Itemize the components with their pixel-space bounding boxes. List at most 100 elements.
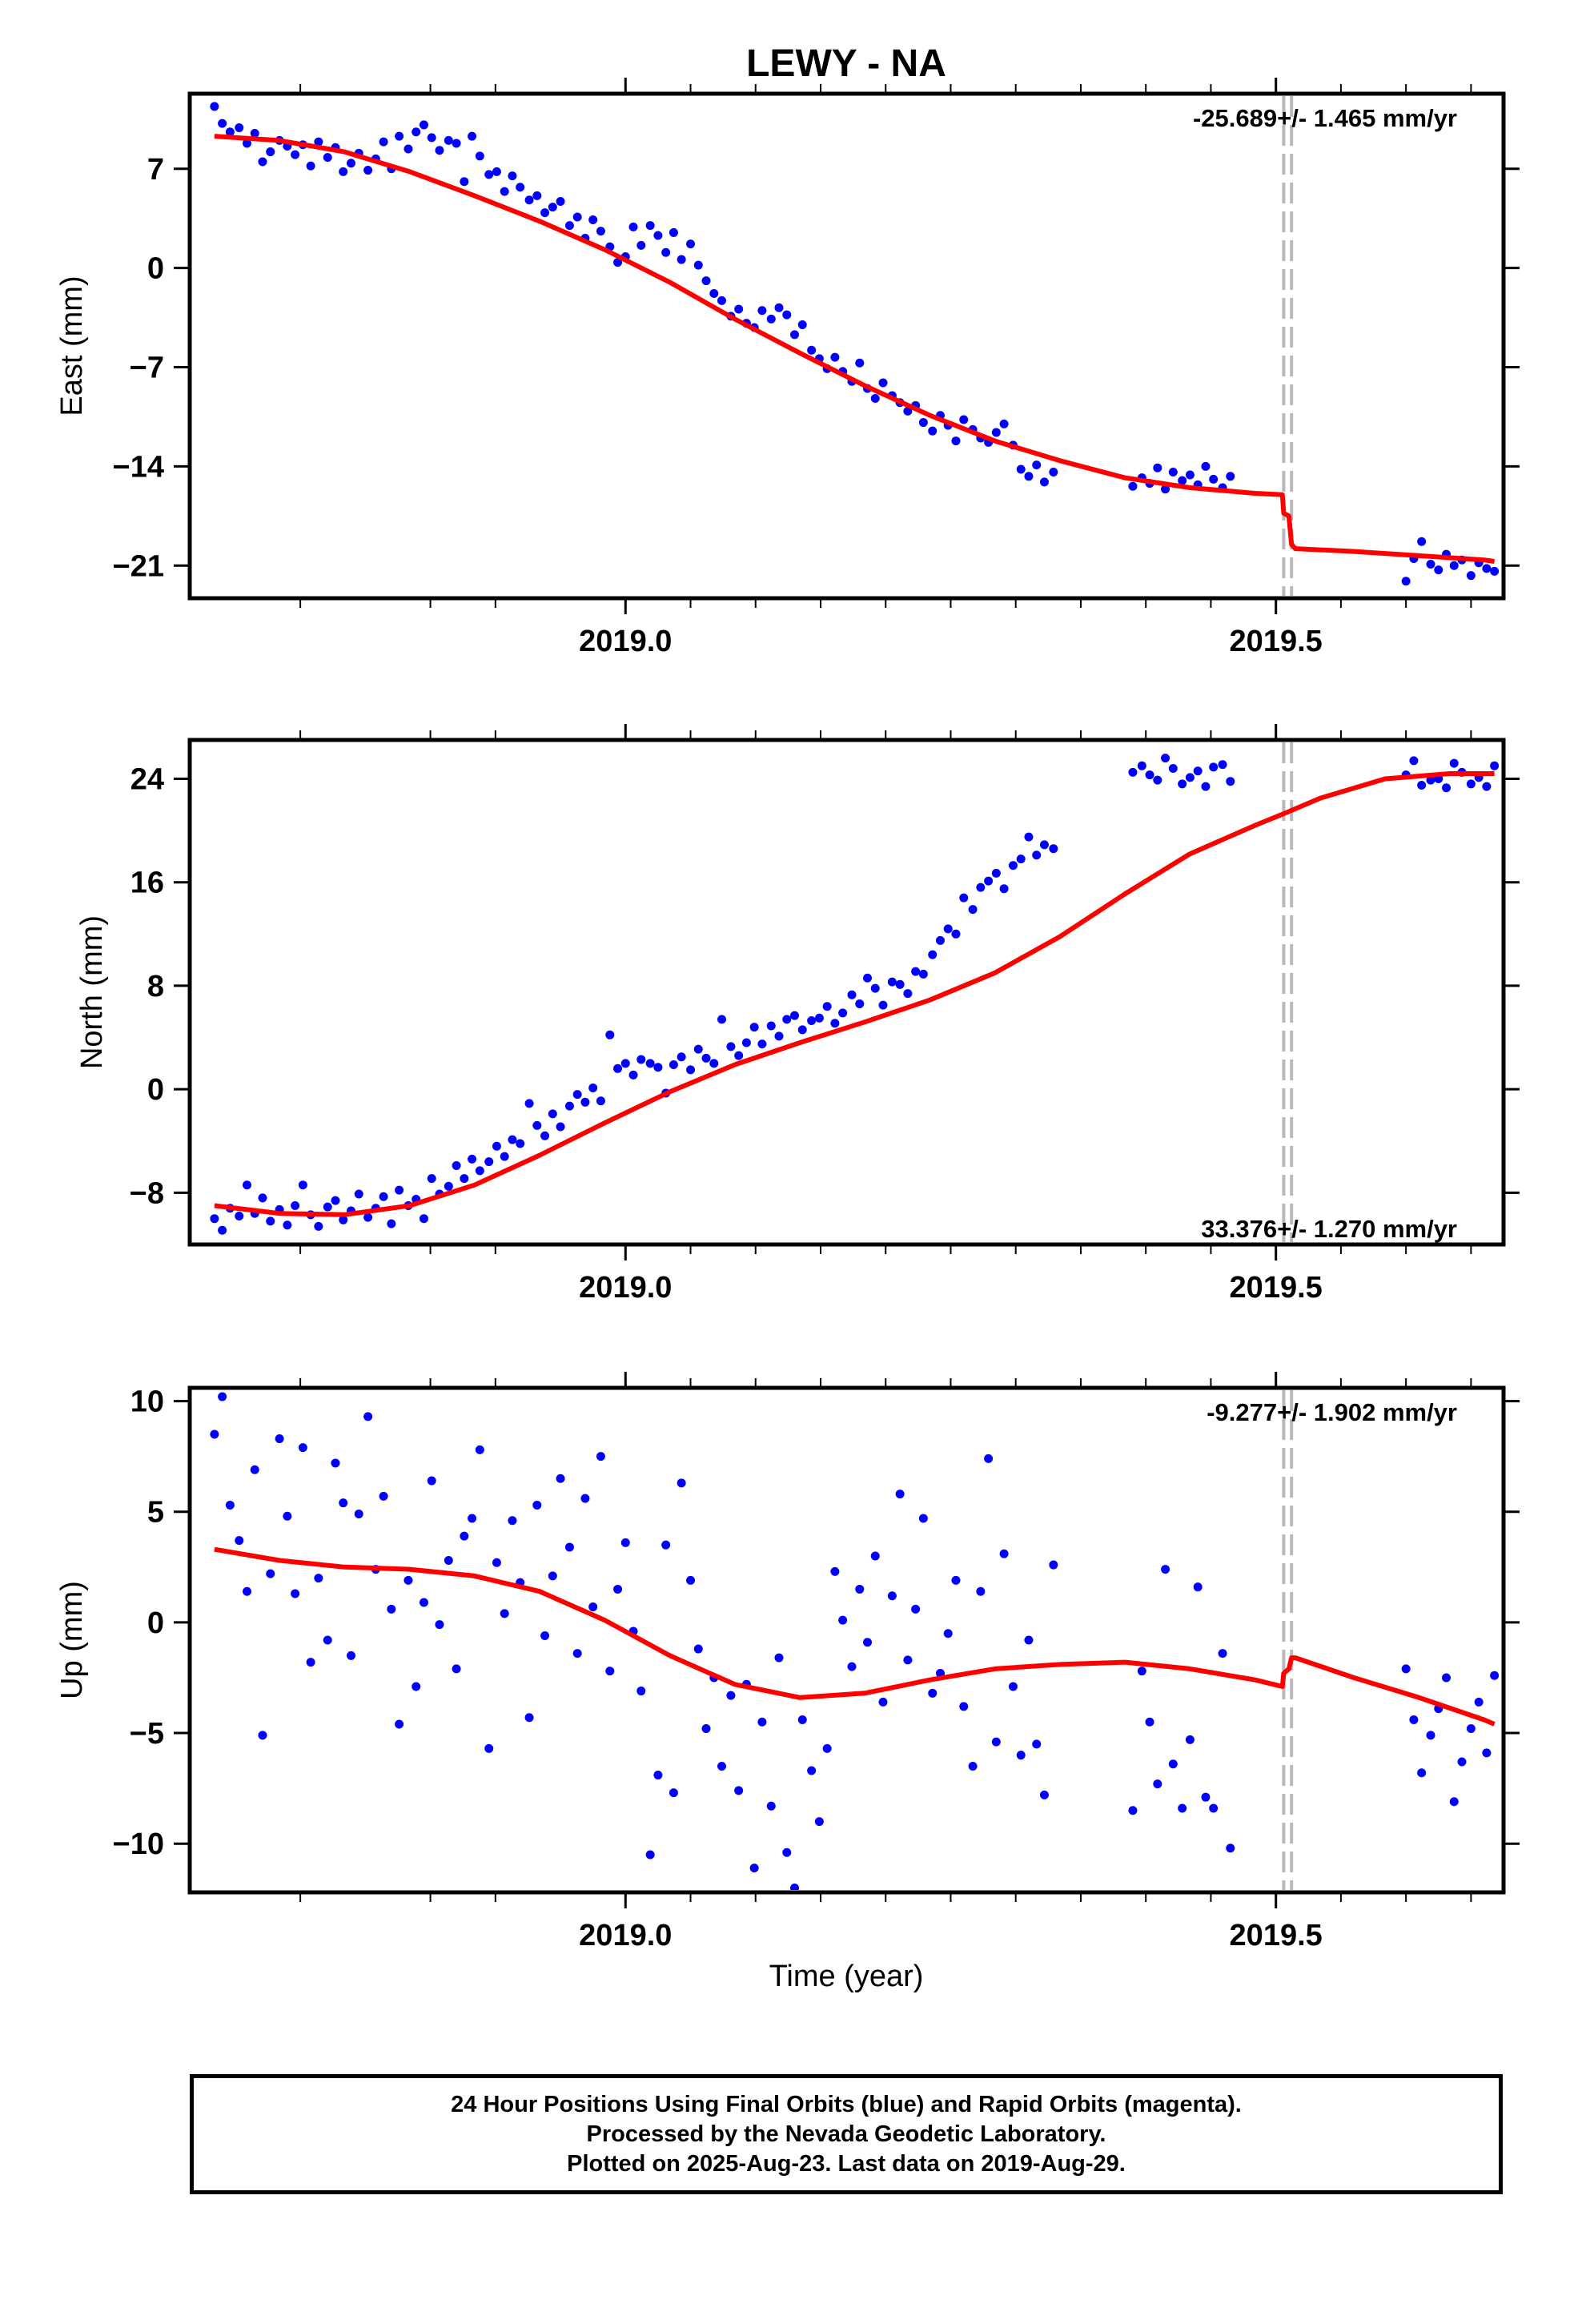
- plot-frame: [187, 738, 1506, 1247]
- data-point: [855, 999, 865, 1009]
- data-point: [976, 883, 986, 892]
- data-point: [1426, 560, 1435, 569]
- data-point: [943, 924, 953, 934]
- data-point: [218, 1225, 227, 1235]
- data-point: [258, 1731, 267, 1740]
- data-point: [686, 239, 696, 249]
- data-point: [346, 1651, 355, 1660]
- data-point: [444, 135, 453, 145]
- data-point: [580, 1097, 590, 1107]
- data-point: [991, 428, 1001, 437]
- panel-east: 2019.0 2019.5 −21 −14 −7 0 7 East (mm) -25.689+/…: [55, 78, 1520, 658]
- data-point: [645, 1059, 655, 1068]
- data-point: [225, 1500, 235, 1510]
- data-point: [548, 1571, 557, 1581]
- data-point: [540, 208, 550, 218]
- plot-area: [210, 742, 1500, 1242]
- data-point: [556, 196, 565, 206]
- data-point: [1153, 775, 1162, 785]
- data-point: [749, 1864, 759, 1873]
- data-point: [911, 967, 921, 976]
- data-point: [572, 1090, 582, 1100]
- data-point: [339, 167, 348, 176]
- data-point: [210, 1214, 219, 1224]
- data-point: [693, 1644, 703, 1654]
- data-point: [693, 1044, 703, 1054]
- y-tick-label: 16: [130, 866, 164, 900]
- data-point: [484, 170, 494, 179]
- data-point: [1409, 756, 1419, 766]
- data-point: [508, 1135, 517, 1144]
- data-point: [862, 973, 872, 983]
- data-point: [1434, 565, 1443, 575]
- data-point: [1466, 779, 1476, 789]
- panel-north: 2019.0 2019.5 −8 0 8 16 24 North (mm) 33.376+/- …: [75, 724, 1520, 1305]
- data-point: [524, 195, 534, 205]
- y-tick-label: 8: [147, 970, 164, 1003]
- data-point: [516, 1139, 525, 1148]
- data-point: [807, 1016, 817, 1026]
- data-point: [1226, 1844, 1235, 1853]
- data-point: [588, 1084, 598, 1093]
- data-point: [556, 1122, 565, 1132]
- data-point: [943, 1629, 953, 1638]
- data-point: [291, 1589, 300, 1598]
- data-point: [354, 1510, 363, 1518]
- data-point: [508, 1516, 517, 1526]
- data-point: [275, 1434, 284, 1444]
- y-tick-label: −8: [130, 1176, 164, 1210]
- data-point: [404, 144, 413, 154]
- data-point: [887, 1591, 897, 1601]
- data-point: [395, 131, 404, 141]
- data-point: [1145, 770, 1154, 780]
- y-tick-label: −10: [113, 1827, 164, 1861]
- data-point: [951, 436, 961, 446]
- data-point: [564, 1101, 574, 1111]
- data-point: [1032, 1739, 1042, 1749]
- data-point: [1457, 1757, 1467, 1767]
- data-point: [693, 260, 703, 270]
- data-point: [766, 1021, 776, 1031]
- data-point: [613, 1584, 623, 1594]
- data-point: [847, 990, 857, 999]
- data-point: [734, 1786, 744, 1795]
- data-point: [717, 296, 727, 305]
- data-point: [903, 406, 913, 416]
- data-point: [951, 1575, 961, 1585]
- data-point: [653, 1063, 663, 1072]
- data-point: [628, 222, 638, 231]
- data-point: [596, 1096, 605, 1106]
- data-point: [1226, 777, 1235, 786]
- data-point: [677, 1052, 686, 1062]
- data-point: [636, 240, 646, 250]
- data-point: [298, 1443, 307, 1453]
- data-point: [1417, 537, 1427, 546]
- data-point: [1466, 571, 1476, 581]
- data-point: [1193, 1582, 1203, 1592]
- data-point: [306, 1658, 315, 1667]
- data-point: [419, 1214, 428, 1224]
- data-point: [339, 1215, 348, 1224]
- data-point: [1466, 1724, 1476, 1734]
- data-point: [1185, 470, 1195, 480]
- data-point: [588, 1602, 598, 1612]
- data-point: [661, 1540, 671, 1550]
- data-point: [790, 330, 800, 340]
- data-point: [532, 1500, 542, 1510]
- data-point: [984, 1454, 994, 1463]
- data-point: [790, 1011, 800, 1020]
- data-point: [959, 893, 969, 903]
- data-point: [314, 1221, 323, 1231]
- data-point: [492, 167, 501, 176]
- data-point: [1449, 561, 1459, 570]
- data-point: [1482, 1748, 1492, 1758]
- data-point: [887, 977, 897, 987]
- data-point: [620, 1538, 630, 1547]
- data-point: [709, 289, 719, 299]
- data-point: [911, 1604, 921, 1614]
- data-point: [1482, 564, 1492, 573]
- data-point: [1049, 1560, 1058, 1570]
- data-point: [766, 314, 776, 324]
- data-point: [242, 139, 251, 148]
